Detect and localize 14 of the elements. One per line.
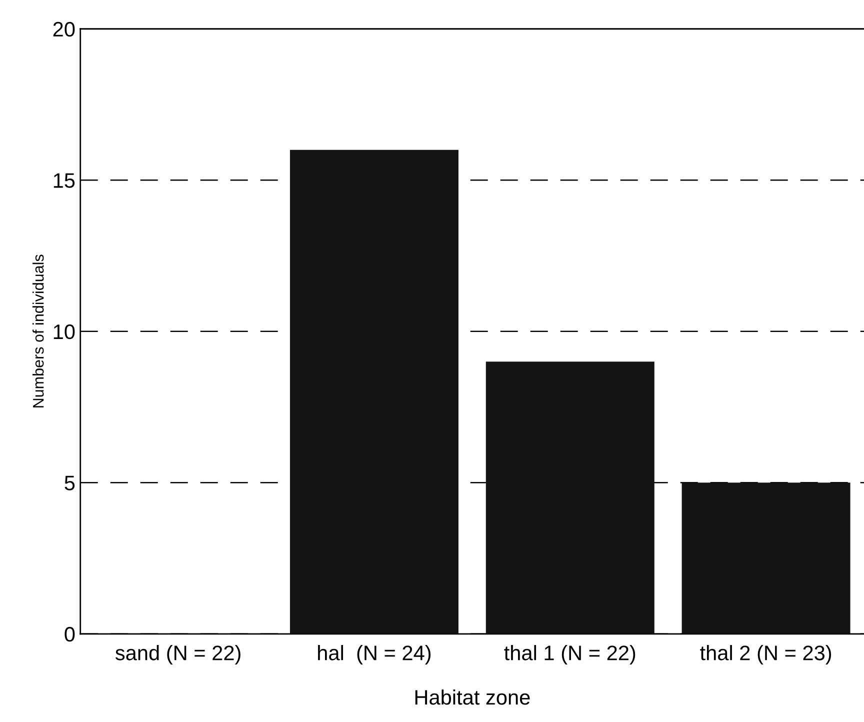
bar <box>290 150 458 634</box>
y-tick-label: 10 <box>54 324 75 340</box>
y-tick-label: 5 <box>64 476 75 490</box>
y-axis-title: Numbers of individuals <box>32 254 44 408</box>
x-tick-label: thal 1 (N = 22) <box>504 645 636 664</box>
bar <box>486 362 654 634</box>
x-tick-label: sand (N = 22) <box>115 645 240 664</box>
bar <box>682 482 850 634</box>
y-tick-label: 20 <box>53 22 75 37</box>
y-tick-label: 15 <box>54 173 75 188</box>
y-tick-label: 0 <box>64 626 75 642</box>
x-tick-label: thal 2 (N = 23) <box>700 645 832 664</box>
x-axis-title: Habitat zone <box>415 689 530 705</box>
x-tick-label: hal (N = 24) <box>318 645 431 664</box>
